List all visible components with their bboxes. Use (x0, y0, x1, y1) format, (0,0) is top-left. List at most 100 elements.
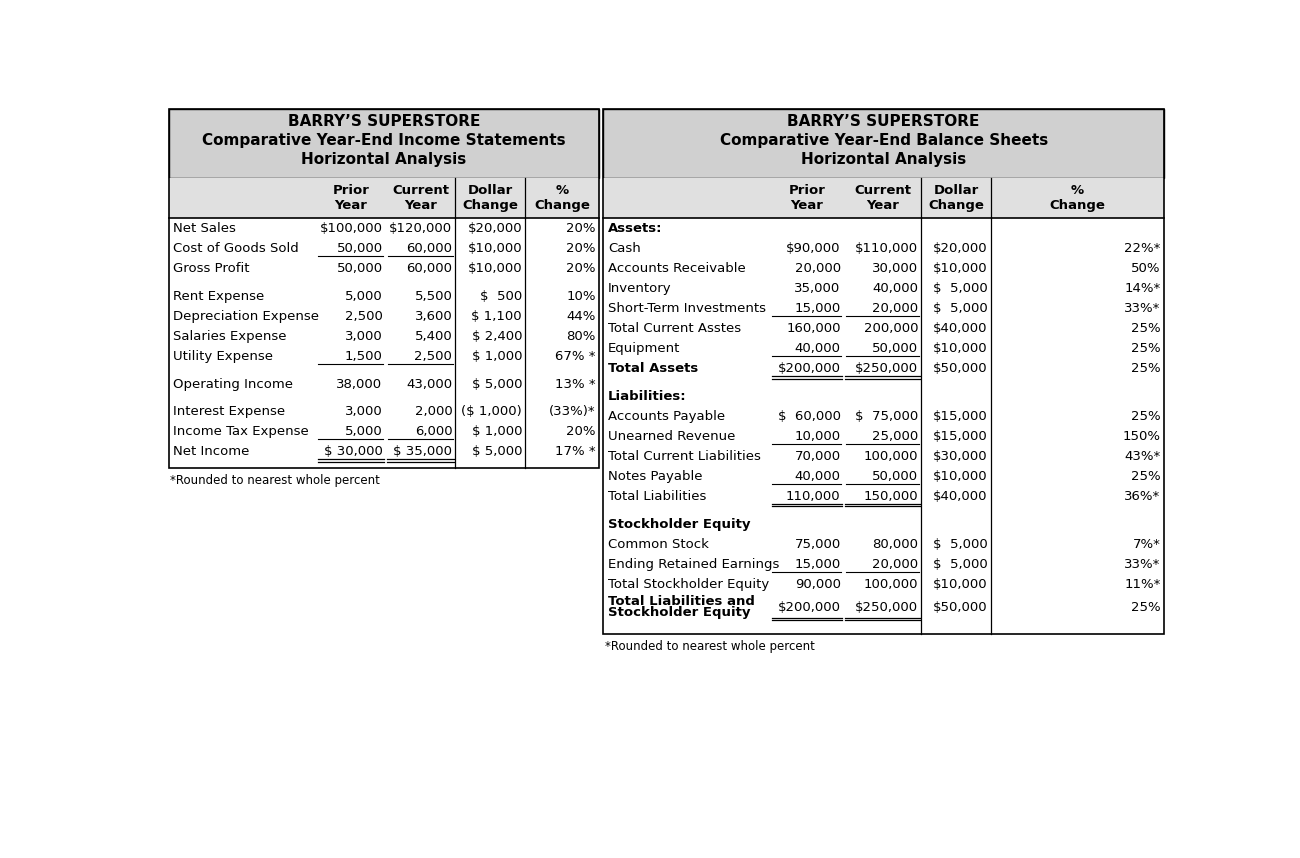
Text: $  75,000: $ 75,000 (855, 410, 918, 423)
Bar (603, 109, 1164, 178)
Text: Comparative Year-End Balance Sheets: Comparative Year-End Balance Sheets (719, 133, 1048, 148)
Text: $ 2,400: $ 2,400 (472, 329, 523, 342)
Bar (603, 178, 1164, 219)
Text: 60,000: 60,000 (407, 262, 452, 275)
Text: 25%: 25% (1131, 362, 1161, 375)
Text: 50,000: 50,000 (337, 262, 382, 275)
Text: 40,000: 40,000 (872, 282, 918, 295)
Text: $ 30,000: $ 30,000 (324, 445, 382, 458)
Text: 25%: 25% (1131, 470, 1161, 483)
Text: Total Assets: Total Assets (608, 362, 698, 375)
Text: 2,000: 2,000 (415, 405, 452, 418)
Text: Total Liabilities: Total Liabilities (608, 490, 706, 503)
Text: 20,000: 20,000 (872, 302, 918, 315)
Text: Utility Expense: Utility Expense (173, 350, 273, 363)
Text: Operating Income: Operating Income (173, 378, 294, 390)
Text: $250,000: $250,000 (855, 601, 918, 613)
Text: (33%)*: (33%)* (549, 405, 595, 418)
Text: $15,000: $15,000 (933, 410, 988, 423)
Text: 20%: 20% (567, 222, 595, 235)
Text: 40,000: 40,000 (794, 470, 841, 483)
Text: $20,000: $20,000 (933, 242, 988, 255)
Text: Total Current Asstes: Total Current Asstes (608, 322, 741, 335)
Text: $ 1,000: $ 1,000 (472, 426, 523, 438)
Text: *Rounded to nearest whole percent: *Rounded to nearest whole percent (170, 474, 380, 486)
Text: Interest Expense: Interest Expense (173, 405, 286, 418)
Text: 22%*: 22%* (1124, 242, 1161, 255)
Text: Short-Term Investments: Short-Term Investments (608, 302, 766, 315)
Text: $100,000: $100,000 (320, 222, 382, 235)
Text: 6,000: 6,000 (415, 426, 452, 438)
Bar (603, 109, 1164, 634)
Text: 5,400: 5,400 (415, 329, 452, 342)
Text: *Rounded to nearest whole percent: *Rounded to nearest whole percent (604, 640, 815, 653)
Text: Stockholder Equity: Stockholder Equity (608, 607, 750, 619)
Text: $120,000: $120,000 (389, 222, 452, 235)
Text: 25%: 25% (1131, 342, 1161, 355)
Text: 5,500: 5,500 (415, 290, 452, 303)
Text: 80%: 80% (567, 329, 595, 342)
Bar (169, 178, 599, 219)
Text: Liabilities:: Liabilities: (608, 390, 686, 402)
Text: $ 5,000: $ 5,000 (472, 445, 523, 458)
Text: Stockholder Equity: Stockholder Equity (608, 517, 750, 530)
Text: $10,000: $10,000 (933, 577, 988, 590)
Text: Prior
Year: Prior Year (789, 184, 826, 213)
Text: %
Change: % Change (534, 184, 590, 213)
Text: Comparative Year-End Income Statements: Comparative Year-End Income Statements (202, 133, 566, 148)
Text: 3,000: 3,000 (344, 405, 382, 418)
Text: $110,000: $110,000 (855, 242, 918, 255)
Text: 20%: 20% (567, 262, 595, 275)
Text: $200,000: $200,000 (777, 601, 841, 613)
Text: 36%*: 36%* (1124, 490, 1161, 503)
Text: 100,000: 100,000 (863, 577, 918, 590)
Text: $250,000: $250,000 (855, 362, 918, 375)
Text: 150,000: 150,000 (863, 490, 918, 503)
Text: $ 1,000: $ 1,000 (472, 350, 523, 363)
Text: Total Stockholder Equity: Total Stockholder Equity (608, 577, 770, 590)
Text: 7%*: 7%* (1132, 538, 1161, 551)
Text: 13% *: 13% * (555, 378, 595, 390)
Text: 11%*: 11%* (1124, 577, 1161, 590)
Text: $20,000: $20,000 (468, 222, 523, 235)
Text: 5,000: 5,000 (344, 426, 382, 438)
Text: 110,000: 110,000 (786, 490, 841, 503)
Text: $  5,000: $ 5,000 (933, 558, 988, 571)
Text: 3,000: 3,000 (344, 329, 382, 342)
Text: 14%*: 14%* (1124, 282, 1161, 295)
Text: 25%: 25% (1131, 322, 1161, 335)
Text: 20,000: 20,000 (794, 262, 841, 275)
Text: $10,000: $10,000 (468, 242, 523, 255)
Text: Inventory: Inventory (608, 282, 672, 295)
Text: 60,000: 60,000 (407, 242, 452, 255)
Bar (169, 109, 599, 178)
Text: 90,000: 90,000 (794, 577, 841, 590)
Text: 25%: 25% (1131, 601, 1161, 613)
Text: Horizontal Analysis: Horizontal Analysis (302, 153, 467, 167)
Text: Horizontal Analysis: Horizontal Analysis (801, 153, 966, 167)
Text: Common Stock: Common Stock (608, 538, 709, 551)
Text: $  5,000: $ 5,000 (933, 282, 988, 295)
Text: 43,000: 43,000 (406, 378, 452, 390)
Text: 33%*: 33%* (1124, 302, 1161, 315)
Text: $40,000: $40,000 (933, 490, 988, 503)
Text: Net Sales: Net Sales (173, 222, 237, 235)
Text: Unearned Revenue: Unearned Revenue (608, 430, 736, 443)
Text: 40,000: 40,000 (794, 342, 841, 355)
Text: 30,000: 30,000 (872, 262, 918, 275)
Text: Salaries Expense: Salaries Expense (173, 329, 287, 342)
Text: Current
Year: Current Year (393, 184, 448, 213)
Text: Gross Profit: Gross Profit (173, 262, 250, 275)
Text: Total Liabilities and: Total Liabilities and (608, 595, 755, 608)
Text: $  500: $ 500 (480, 290, 523, 303)
Text: Rent Expense: Rent Expense (173, 290, 265, 303)
Text: 25,000: 25,000 (872, 430, 918, 443)
Text: BARRY’S SUPERSTORE: BARRY’S SUPERSTORE (287, 114, 480, 129)
Text: 50,000: 50,000 (872, 470, 918, 483)
Text: 10,000: 10,000 (794, 430, 841, 443)
Text: 50,000: 50,000 (872, 342, 918, 355)
Text: ($ 1,000): ($ 1,000) (462, 405, 523, 418)
Text: Accounts Payable: Accounts Payable (608, 410, 725, 423)
Text: 150%: 150% (1123, 430, 1161, 443)
Text: 3,600: 3,600 (415, 310, 452, 323)
